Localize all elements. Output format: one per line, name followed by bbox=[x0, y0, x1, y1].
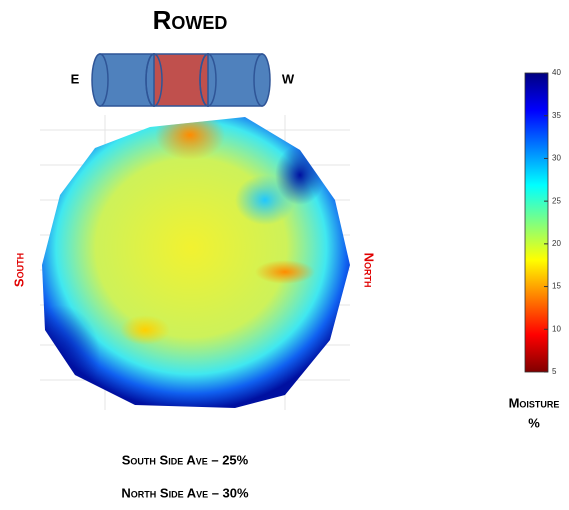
colorbar-tick-label: 10 bbox=[552, 324, 561, 333]
colorbar-unit: % bbox=[528, 415, 540, 430]
moisture-map bbox=[42, 117, 350, 408]
colorbar-tick-label: 15 bbox=[552, 282, 561, 291]
bale-right-label: W bbox=[282, 71, 295, 86]
north-label: North bbox=[362, 253, 377, 288]
note: South Side Ave – 25% bbox=[122, 452, 249, 467]
colorbar-tick-label: 30 bbox=[552, 154, 561, 163]
colorbar-tick-label: 35 bbox=[552, 111, 561, 120]
south-label: South bbox=[11, 253, 26, 287]
bale-left-label: E bbox=[71, 71, 80, 86]
colorbar-label: Moisture bbox=[509, 395, 560, 410]
colorbar bbox=[524, 72, 549, 373]
bale-icon bbox=[91, 53, 271, 107]
colorbar-tick-label: 25 bbox=[552, 196, 561, 205]
note: North Side Ave – 30% bbox=[121, 485, 249, 500]
colorbar-ticks: 5 10 15 20 25 30 35 40 bbox=[544, 68, 561, 376]
colorbar-tick-label: 5 bbox=[552, 367, 557, 376]
title: Rowed bbox=[153, 5, 228, 35]
colorbar-tick-label: 20 bbox=[552, 239, 561, 248]
colorbar-tick-label: 40 bbox=[552, 68, 561, 77]
